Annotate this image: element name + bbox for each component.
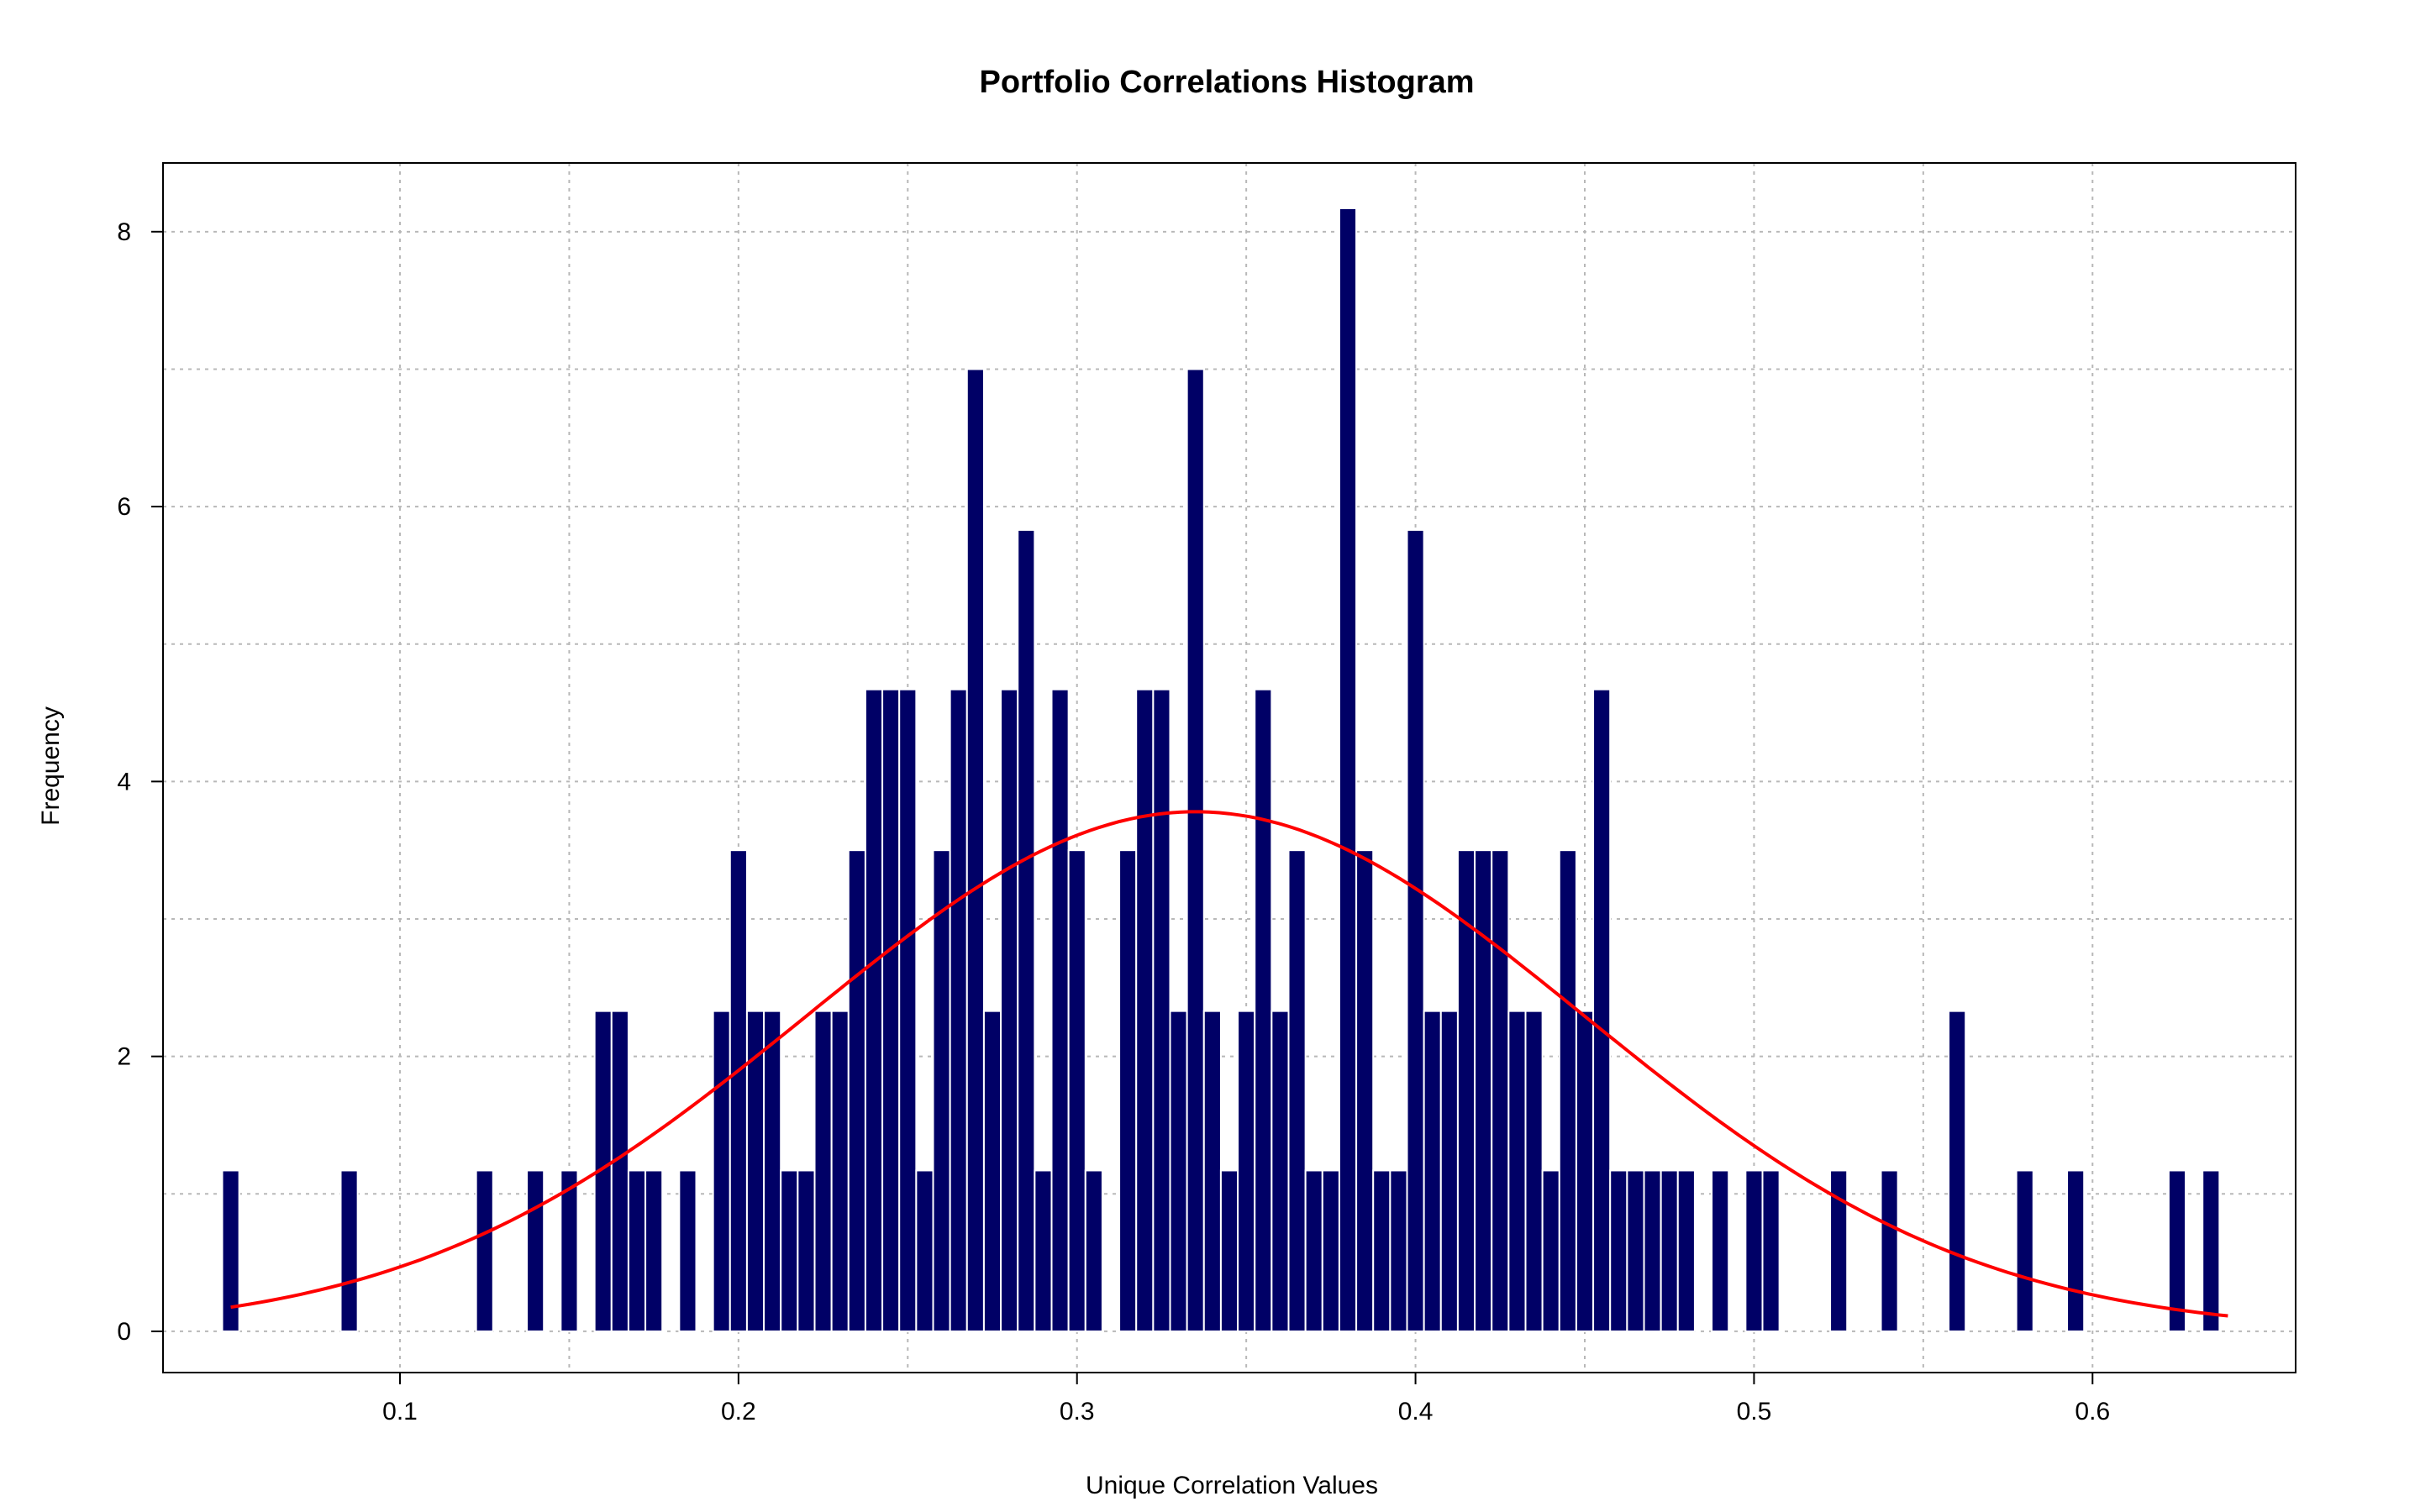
histogram-bar bbox=[1524, 1010, 1544, 1332]
histogram-bar bbox=[678, 1169, 697, 1332]
histogram-bar bbox=[1186, 368, 1205, 1332]
histogram-bar bbox=[1474, 849, 1493, 1332]
histogram-bar bbox=[2015, 1169, 2034, 1332]
histogram-bar bbox=[712, 1010, 731, 1332]
histogram-bar bbox=[1643, 1169, 1662, 1332]
histogram-bar bbox=[2066, 1169, 2086, 1332]
histogram-bar bbox=[1000, 688, 1019, 1332]
histogram-bar bbox=[1507, 1010, 1527, 1332]
histogram-bar bbox=[1439, 1010, 1459, 1332]
histogram-bar bbox=[881, 688, 901, 1332]
histogram-bar bbox=[560, 1169, 579, 1332]
histogram-bar bbox=[1355, 849, 1375, 1332]
x-tick-label: 0.2 bbox=[721, 1398, 756, 1425]
histogram-bar bbox=[1676, 1169, 1696, 1332]
histogram-bar bbox=[475, 1169, 494, 1332]
histogram-bar bbox=[915, 1169, 934, 1332]
histogram-bar bbox=[627, 1169, 647, 1332]
histogram-bar bbox=[1084, 1169, 1103, 1332]
histogram-bar bbox=[1338, 207, 1358, 1332]
histogram-bar bbox=[1389, 1169, 1408, 1332]
histogram-bar bbox=[1152, 688, 1171, 1332]
histogram-bar bbox=[1660, 1169, 1679, 1332]
histogram-bar bbox=[1744, 1169, 1764, 1332]
histogram-bar bbox=[830, 1010, 850, 1332]
histogram-bar bbox=[1321, 1169, 1340, 1332]
histogram-bar bbox=[763, 1010, 782, 1332]
histogram-bar bbox=[982, 1010, 1002, 1332]
histogram-bar bbox=[864, 688, 884, 1332]
histogram-bar bbox=[1169, 1010, 1188, 1332]
histogram-bar bbox=[780, 1169, 799, 1332]
x-axis: 0.1 0.2 0.3 0.4 0.5 0.6 bbox=[382, 1372, 2110, 1425]
y-tick-label: 8 bbox=[117, 218, 131, 246]
histogram-bar bbox=[1135, 688, 1155, 1332]
histogram-bar bbox=[1237, 1010, 1256, 1332]
histogram-bar bbox=[644, 1169, 664, 1332]
histogram-bar bbox=[1372, 1169, 1392, 1332]
chart-title: Portfolio Correlations Histogram bbox=[979, 65, 1474, 100]
histogram-bar bbox=[339, 1169, 359, 1332]
histogram-bar bbox=[1761, 1169, 1781, 1332]
y-tick-label: 2 bbox=[117, 1043, 131, 1071]
histogram-bar bbox=[1202, 1010, 1222, 1332]
y-axis: 0 2 4 6 8 bbox=[117, 218, 163, 1346]
grid-lines bbox=[163, 163, 2296, 1373]
x-axis-label: Unique Correlation Values bbox=[1086, 1472, 1378, 1499]
histogram-bar bbox=[1406, 528, 1425, 1332]
histogram-bar bbox=[1491, 849, 1510, 1332]
y-tick-label: 6 bbox=[117, 493, 131, 521]
histogram-bars bbox=[221, 207, 2221, 1332]
histogram-bar bbox=[1575, 1010, 1595, 1332]
histogram-bar bbox=[1017, 528, 1036, 1332]
histogram-bar bbox=[1592, 688, 1612, 1332]
histogram-bar bbox=[1270, 1010, 1290, 1332]
histogram-bar bbox=[1711, 1169, 1730, 1332]
histogram-bar bbox=[2202, 1169, 2221, 1332]
histogram-bar bbox=[1287, 849, 1307, 1332]
histogram-bar bbox=[526, 1169, 545, 1332]
histogram-bar bbox=[1050, 688, 1070, 1332]
x-tick-label: 0.5 bbox=[1737, 1398, 1772, 1425]
histogram-bar bbox=[813, 1010, 833, 1332]
histogram-bar bbox=[898, 688, 918, 1332]
histogram-bar bbox=[1423, 1010, 1442, 1332]
histogram-bar bbox=[1609, 1169, 1628, 1332]
histogram-bar bbox=[1219, 1169, 1239, 1332]
density-curve bbox=[230, 810, 2228, 1318]
histogram-bar bbox=[1541, 1169, 1560, 1332]
histogram-bar bbox=[1067, 849, 1086, 1332]
histogram-bar bbox=[1626, 1169, 1645, 1332]
histogram-bar bbox=[610, 1010, 629, 1332]
histogram-bar bbox=[1118, 849, 1138, 1332]
y-tick-label: 0 bbox=[117, 1318, 131, 1346]
histogram-bar bbox=[965, 368, 985, 1332]
histogram-bar bbox=[797, 1169, 816, 1332]
histogram-bar bbox=[932, 849, 951, 1332]
histogram-bar bbox=[1558, 849, 1577, 1332]
histogram-bar bbox=[949, 688, 968, 1332]
histogram-bar bbox=[1948, 1010, 1967, 1332]
x-tick-label: 0.3 bbox=[1060, 1398, 1095, 1425]
histogram-bar bbox=[1829, 1169, 1849, 1332]
histogram-bar bbox=[1304, 1169, 1323, 1332]
histogram-bar bbox=[1034, 1169, 1053, 1332]
y-tick-label: 4 bbox=[117, 768, 131, 795]
histogram-bar bbox=[847, 849, 866, 1332]
histogram-bar bbox=[221, 1169, 240, 1332]
histogram-bar bbox=[1880, 1169, 1899, 1332]
histogram-bar bbox=[1254, 688, 1273, 1332]
x-tick-label: 0.4 bbox=[1398, 1398, 1434, 1425]
histogram-bar bbox=[2167, 1169, 2187, 1332]
x-tick-label: 0.1 bbox=[382, 1398, 418, 1425]
histogram-bar bbox=[729, 849, 748, 1332]
x-tick-label: 0.6 bbox=[2075, 1398, 2110, 1425]
y-axis-label: Frequency bbox=[37, 706, 65, 826]
